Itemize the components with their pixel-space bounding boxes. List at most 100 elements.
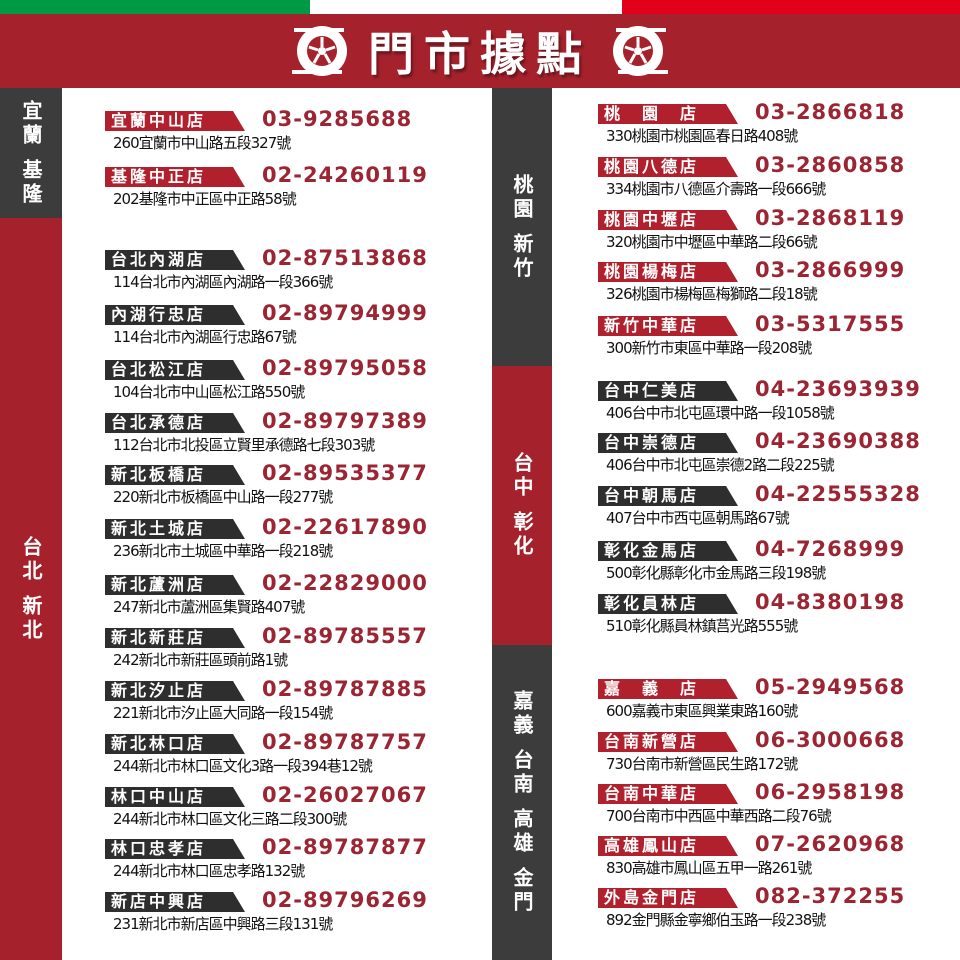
store-address: 300新竹市東區中華路一段208號 bbox=[606, 339, 812, 357]
store-address: 112台北市北投區立賢里承德路七段303號 bbox=[113, 436, 375, 454]
store-name-tag: 桃園中壢店 bbox=[598, 210, 738, 230]
store-name-tag: 桃 園 店 bbox=[598, 104, 738, 124]
store-address: 407台中市西屯區朝馬路67號 bbox=[606, 509, 790, 527]
store-phone: 02-89797389 bbox=[262, 409, 428, 433]
store-name-tag: 高雄鳳山店 bbox=[598, 836, 738, 856]
region-label: 桃園 新竹 bbox=[492, 88, 552, 366]
flag-stripe-green bbox=[0, 0, 310, 14]
store-address: 406台中市北屯區環中路一段1058號 bbox=[606, 404, 835, 422]
store-name-tag: 新北土城店 bbox=[105, 519, 245, 539]
store-phone: 06-3000668 bbox=[755, 728, 906, 752]
store-phone: 02-26027067 bbox=[262, 783, 428, 807]
flag-stripe-white bbox=[310, 0, 622, 14]
store-phone: 02-89787885 bbox=[262, 677, 428, 701]
store-address: 247新北市蘆洲區集賢路407號 bbox=[113, 598, 305, 616]
store-address: 730台南市新營區民生路172號 bbox=[606, 755, 798, 773]
store-name-tag: 新北林口店 bbox=[105, 734, 245, 754]
store-name-tag: 台北承德店 bbox=[105, 413, 245, 433]
store-name-tag: 台中崇德店 bbox=[598, 433, 738, 453]
store-phone: 05-2949568 bbox=[755, 675, 906, 699]
store-name-tag: 新北板橋店 bbox=[105, 465, 245, 485]
store-name-tag: 外島金門店 bbox=[598, 888, 738, 908]
store-phone: 02-89787877 bbox=[262, 835, 428, 859]
region-label: 宜蘭 基隆 bbox=[0, 88, 62, 218]
store-phone: 07-2620968 bbox=[755, 832, 906, 856]
store-name-tag: 新北新莊店 bbox=[105, 628, 245, 648]
store-name-tag: 內湖行忠店 bbox=[105, 305, 245, 325]
store-phone: 082-372255 bbox=[755, 884, 906, 908]
store-address: 221新北市汐止區大同路一段154號 bbox=[113, 704, 333, 722]
page-title: 門市據點 bbox=[368, 27, 592, 81]
store-phone: 02-22617890 bbox=[262, 515, 428, 539]
store-phone: 02-89795058 bbox=[262, 356, 428, 380]
region-label-text: 桃園 新竹 bbox=[510, 173, 534, 281]
store-phone: 04-23693939 bbox=[755, 377, 921, 401]
store-name-tag: 宜蘭中山店 bbox=[105, 111, 245, 131]
store-address: 510彰化縣員林鎮莒光路555號 bbox=[606, 617, 798, 635]
store-phone: 04-7268999 bbox=[755, 537, 906, 561]
region-label-text: 宜蘭 基隆 bbox=[19, 99, 43, 207]
store-address: 320桃園市中壢區中華路二段66號 bbox=[606, 233, 818, 251]
store-name-tag: 台北內湖店 bbox=[105, 250, 245, 270]
store-address: 700台南市中西區中華西路二段76號 bbox=[606, 807, 832, 825]
store-phone: 02-87513868 bbox=[262, 246, 428, 270]
store-name-tag: 台南中華店 bbox=[598, 784, 738, 804]
store-phone: 02-89787757 bbox=[262, 730, 428, 754]
store-phone: 03-2866818 bbox=[755, 100, 906, 124]
store-address: 500彰化縣彰化市金馬路三段198號 bbox=[606, 564, 826, 582]
store-address: 104台北市中山區松江路550號 bbox=[113, 383, 305, 401]
store-phone: 04-23690388 bbox=[755, 429, 921, 453]
store-address: 244新北市林口區文化三路二段300號 bbox=[113, 810, 347, 828]
store-name-tag: 台南新營店 bbox=[598, 732, 738, 752]
store-name-tag: 彰化員林店 bbox=[598, 594, 738, 614]
store-address: 244新北市林口區忠孝路132號 bbox=[113, 862, 305, 880]
tire-icon bbox=[610, 22, 672, 80]
store-address: 202基隆市中正區中正路58號 bbox=[113, 190, 297, 208]
region-label-text: 台中 彰化 bbox=[510, 452, 534, 559]
header-banner: 門市據點 bbox=[0, 14, 960, 88]
region-label-text: 嘉義 台南 高雄 金門 bbox=[510, 690, 534, 915]
store-phone: 03-9285688 bbox=[262, 107, 413, 131]
store-address: 326桃園市楊梅區梅獅路二段18號 bbox=[606, 285, 818, 303]
flag-stripe-red bbox=[622, 0, 960, 14]
store-name-tag: 桃園楊梅店 bbox=[598, 262, 738, 282]
store-address: 406台中市北屯區崇德2路二段225號 bbox=[606, 456, 835, 474]
store-address: 114台北市內湖區內湖路一段366號 bbox=[113, 273, 333, 291]
region-label: 台中 彰化 bbox=[492, 366, 552, 645]
store-phone: 02-22829000 bbox=[262, 571, 428, 595]
store-phone: 04-22555328 bbox=[755, 482, 921, 506]
region-label: 台北 新北 bbox=[0, 218, 62, 960]
store-address: 600嘉義市東區興業東路160號 bbox=[606, 702, 798, 720]
store-name-tag: 台中仁美店 bbox=[598, 381, 738, 401]
store-phone: 04-8380198 bbox=[755, 590, 906, 614]
region-label: 嘉義 台南 高雄 金門 bbox=[492, 645, 552, 960]
store-address: 892金門縣金寧鄉伯玉路一段238號 bbox=[606, 911, 826, 929]
store-name-tag: 林口中山店 bbox=[105, 787, 245, 807]
store-name-tag: 台北松江店 bbox=[105, 360, 245, 380]
store-address: 242新北市新莊區頭前路1號 bbox=[113, 651, 288, 669]
store-phone: 02-89794999 bbox=[262, 301, 428, 325]
store-address: 244新北市林口區文化3路一段394巷12號 bbox=[113, 757, 373, 775]
store-phone: 03-2860858 bbox=[755, 153, 906, 177]
store-phone: 06-2958198 bbox=[755, 780, 906, 804]
region-label-text: 台北 新北 bbox=[19, 535, 43, 643]
store-name-tag: 桃園八德店 bbox=[598, 157, 738, 177]
store-phone: 02-89785557 bbox=[262, 624, 428, 648]
store-phone: 03-2868119 bbox=[755, 206, 906, 230]
store-address: 334桃園市八德區介壽路一段666號 bbox=[606, 180, 826, 198]
store-address: 830高雄市鳳山區五甲一路261號 bbox=[606, 859, 812, 877]
store-name-tag: 基隆中正店 bbox=[105, 167, 245, 187]
store-name-tag: 台中朝馬店 bbox=[598, 486, 738, 506]
store-address: 260宜蘭市中山路五段327號 bbox=[113, 134, 291, 152]
store-address: 231新北市新店區中興路三段131號 bbox=[113, 915, 333, 933]
store-name-tag: 新北蘆洲店 bbox=[105, 575, 245, 595]
store-phone: 02-24260119 bbox=[262, 163, 428, 187]
store-name-tag: 彰化金馬店 bbox=[598, 541, 738, 561]
store-address: 220新北市板橋區中山路一段277號 bbox=[113, 488, 333, 506]
store-name-tag: 新竹中華店 bbox=[598, 316, 738, 336]
store-phone: 03-5317555 bbox=[755, 312, 906, 336]
tire-icon bbox=[288, 22, 350, 80]
store-name-tag: 林口忠孝店 bbox=[105, 839, 245, 859]
store-phone: 02-89796269 bbox=[262, 888, 428, 912]
store-phone: 03-2866999 bbox=[755, 258, 906, 282]
